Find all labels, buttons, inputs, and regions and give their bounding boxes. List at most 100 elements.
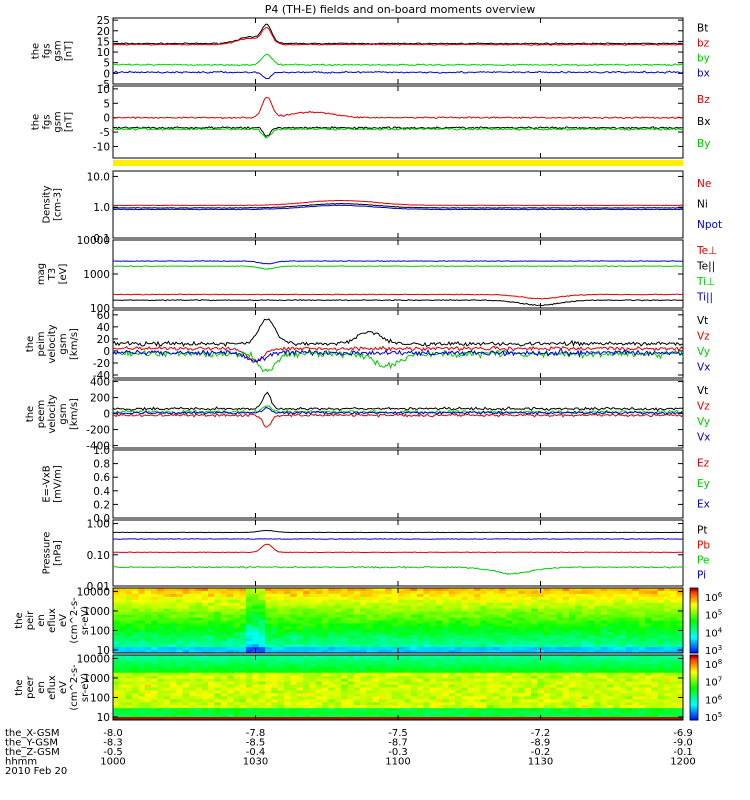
heatmap-cell <box>398 617 405 621</box>
heatmap-cell <box>499 663 507 668</box>
heatmap-cell <box>201 605 209 610</box>
heatmap-cell <box>442 681 450 686</box>
heatmap-cell <box>664 599 671 604</box>
heatmap-cell <box>670 669 678 674</box>
heatmap-cell <box>581 705 589 709</box>
heatmap-cell <box>328 669 336 674</box>
heatmap-cell <box>252 693 260 697</box>
heatmap-cell <box>189 608 196 613</box>
heatmap-cell <box>404 717 412 721</box>
heatmap-cell <box>208 635 215 639</box>
heatmap-cell <box>265 593 272 598</box>
heatmap-cell <box>385 655 393 659</box>
heatmap-cell <box>455 702 462 706</box>
heatmap-cell <box>220 647 228 651</box>
heatmap-cell <box>588 611 595 616</box>
heatmap-cell <box>448 605 456 610</box>
heatmap-cell <box>404 693 412 697</box>
heatmap-cell <box>423 617 431 621</box>
heatmap-cell <box>132 596 139 601</box>
heatmap-cell <box>455 657 462 662</box>
heatmap-cell <box>619 672 627 677</box>
heatmap-cell <box>163 708 171 712</box>
heatmap-cell <box>429 605 437 610</box>
heatmap-cell <box>138 596 146 601</box>
heatmap-cell <box>309 611 317 616</box>
heatmap-cell <box>170 699 177 703</box>
heatmap-cell <box>531 623 538 627</box>
heatmap-cell <box>328 644 336 648</box>
heatmap-cell <box>670 666 678 671</box>
heatmap-cell <box>556 596 564 601</box>
heatmap-cell <box>132 608 139 613</box>
legend-entry: Pt <box>697 525 707 537</box>
heatmap-cell <box>113 699 120 703</box>
heatmap-cell <box>246 660 253 665</box>
heatmap-cell <box>619 717 627 721</box>
heatmap-cell <box>372 632 380 636</box>
heatmap-cell <box>410 690 418 694</box>
heatmap-cell <box>391 588 399 592</box>
heatmap-cell <box>315 675 323 680</box>
heatmap-cell <box>404 650 412 654</box>
heatmap-cell <box>366 693 374 697</box>
heatmap-cell <box>208 687 215 691</box>
heatmap-cell <box>391 650 399 654</box>
heatmap-cell <box>613 693 621 697</box>
heatmap-cell <box>417 717 424 721</box>
heatmap-cell <box>651 588 659 592</box>
colorbar-cell <box>690 710 698 713</box>
heatmap-cell <box>341 711 348 715</box>
heatmap-cell <box>550 588 557 592</box>
heatmap-cell <box>638 660 646 665</box>
heatmap-cell <box>613 678 621 683</box>
heatmap-cell <box>550 675 557 680</box>
heatmap-cell <box>265 705 272 709</box>
heatmap-cell <box>239 660 247 665</box>
heatmap-cell <box>391 702 399 706</box>
heatmap-cell <box>347 675 355 680</box>
heatmap-cell <box>626 596 633 601</box>
heatmap-cell <box>645 687 652 691</box>
heatmap-cell <box>512 626 519 630</box>
heatmap-cell <box>594 599 602 604</box>
heatmap-cell <box>385 608 393 613</box>
heatmap-cell <box>239 623 247 627</box>
heatmap-cell <box>524 596 532 601</box>
heatmap-cell <box>455 684 462 688</box>
heatmap-cell <box>119 611 127 616</box>
heatmap-cell <box>423 711 431 715</box>
heatmap-cell <box>645 623 652 627</box>
footer-value: -9.0 <box>673 738 693 749</box>
heatmap-cell <box>132 684 139 688</box>
heatmap-cell <box>505 644 513 648</box>
footer-value: 1000 <box>100 757 125 768</box>
heatmap-cell <box>239 714 247 718</box>
legend-entry: Bt <box>697 23 708 35</box>
heatmap-cell <box>404 705 412 709</box>
heatmap-cell <box>372 655 380 659</box>
heatmap-cell <box>195 623 203 627</box>
heatmap-cell <box>638 690 646 694</box>
colorbar-cell <box>690 695 698 698</box>
heatmap-cell <box>119 599 127 604</box>
heatmap-cell <box>239 678 247 683</box>
heatmap-cell <box>455 590 462 595</box>
heatmap-cell <box>220 590 228 595</box>
heatmap-cell <box>353 602 361 607</box>
heatmap-cell <box>125 611 133 616</box>
heatmap-cell <box>404 644 412 648</box>
heatmap-cell <box>448 647 456 651</box>
heatmap-cell <box>518 655 526 659</box>
heatmap-cell <box>277 623 285 627</box>
heatmap-cell <box>208 669 215 674</box>
heatmap-cell <box>594 596 602 601</box>
heatmap-cell <box>613 660 621 665</box>
heatmap-cell <box>676 644 684 648</box>
heatmap-cell <box>214 655 222 659</box>
heatmap-cell <box>664 684 671 688</box>
heatmap-cell <box>157 629 165 633</box>
heatmap-cell <box>417 641 424 645</box>
heatmap-cell <box>626 687 633 691</box>
heatmap-cell <box>347 672 355 677</box>
